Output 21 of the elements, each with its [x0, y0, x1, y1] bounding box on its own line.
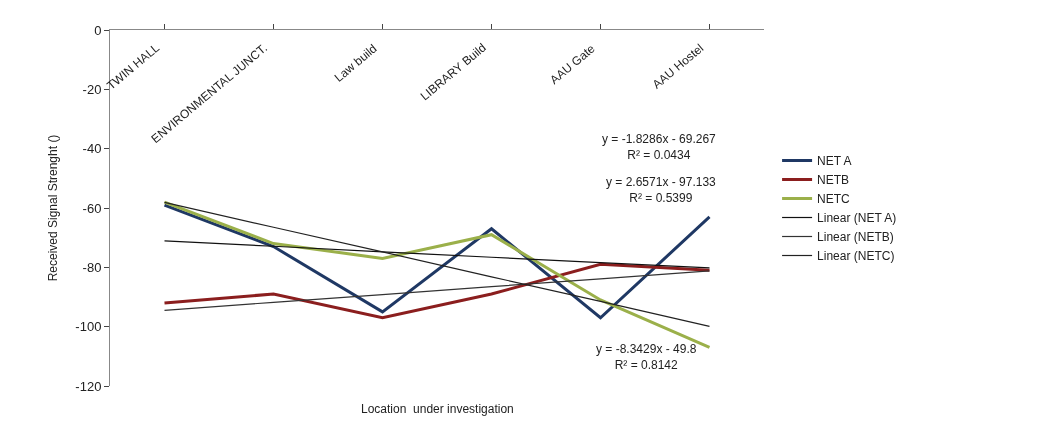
y-tick-label: -40: [82, 141, 102, 157]
y-tick-label: -20: [82, 81, 102, 97]
line-series: [163, 270, 711, 311]
annotation: y = 2.6571x - 97.133 R² = 0.5399: [606, 175, 717, 205]
legend-label: Linear (NETC): [817, 249, 895, 264]
y-tick-label: -60: [82, 200, 102, 216]
legend-label: Linear (NETB): [817, 230, 894, 245]
line-series: [163, 240, 711, 269]
legend-label: Linear (NET A): [817, 211, 897, 226]
y-tick-label: -120: [75, 378, 102, 394]
y-tick-label: -80: [82, 259, 102, 275]
y-axis-title: Received Signal Strenght (): [45, 134, 60, 282]
y-tick-label: 0: [94, 22, 102, 38]
y-tick-label: -100: [75, 319, 102, 335]
legend-label: NETC: [817, 192, 851, 207]
annotation: y = -1.8286x - 69.267 R² = 0.0434: [602, 132, 717, 162]
line-series: [163, 262, 711, 320]
legend-label: NET A: [817, 154, 852, 169]
legend-label: NETB: [817, 173, 850, 188]
x-axis-title: Location under investigation: [361, 402, 514, 416]
annotation: y = -8.3429x - 49.8 R² = 0.8142: [596, 342, 697, 372]
